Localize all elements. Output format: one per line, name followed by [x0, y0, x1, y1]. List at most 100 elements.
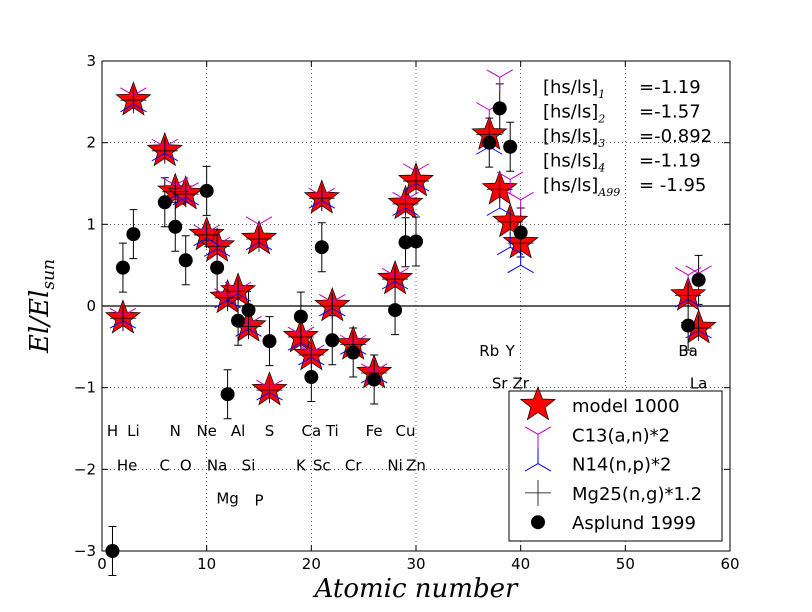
element-label: Cu	[396, 422, 416, 440]
element-label: S	[265, 422, 275, 440]
legend-marker-star	[519, 385, 557, 421]
hs-ls-base: [hs/ls]	[543, 151, 598, 172]
legend-marker-plus	[525, 479, 551, 506]
y-axis-title: El/Elsun	[25, 259, 59, 354]
hs-ls-label: [hs/ls]2	[543, 102, 605, 126]
y-tick-label: 0	[86, 297, 96, 315]
element-label: Ne	[196, 422, 216, 440]
element-label: Si	[242, 456, 256, 474]
y-axis-title-main: El/El	[25, 290, 55, 354]
element-label: Al	[231, 422, 245, 440]
data-point-circle	[231, 313, 246, 328]
element-label: Fe	[366, 422, 383, 440]
data-point-circle	[398, 235, 413, 250]
data-point-circle	[210, 260, 225, 275]
hs-ls-sub: 1	[598, 88, 605, 101]
series-circle	[105, 101, 706, 558]
y-tick-label: 3	[86, 52, 96, 70]
data-point-circle	[199, 183, 214, 198]
data-point-circle	[304, 370, 319, 385]
x-tick-label: 60	[720, 555, 739, 573]
element-label: Sr	[492, 375, 509, 393]
data-point-circle	[388, 303, 403, 318]
x-tick-label: 50	[616, 555, 635, 573]
data-point-plus	[246, 226, 272, 253]
hs-ls-annotations: [hs/ls]1 =-1.19[hs/ls]2 =-1.57[hs/ls]3 =-0.…	[543, 77, 712, 199]
x-axis-title: Atomic number	[313, 574, 519, 604]
data-point-circle	[503, 139, 518, 154]
data-point-plus	[497, 208, 524, 235]
hs-ls-label: [hs/ls]4	[543, 151, 605, 175]
element-label: K	[296, 456, 307, 474]
data-point-plus	[172, 181, 199, 208]
data-point-plus	[162, 178, 189, 205]
element-label: Ni	[387, 456, 402, 474]
hs-ls-label: [hs/ls]1	[543, 77, 605, 101]
data-point-circle	[409, 234, 423, 249]
data-point-circle	[367, 372, 382, 387]
element-label: He	[117, 456, 138, 474]
data-point-tri_down	[486, 69, 513, 93]
data-point-plus	[109, 305, 136, 332]
data-point-circle	[513, 225, 528, 240]
element-label: Rb	[479, 342, 499, 360]
hs-ls-sub: A99	[597, 186, 620, 199]
data-point-plus	[392, 190, 419, 217]
y-tick-label: −1	[74, 379, 96, 397]
series-plus	[109, 87, 712, 404]
data-point-circle	[325, 333, 340, 348]
x-tick-label: 40	[511, 555, 530, 573]
data-point-plus	[486, 176, 513, 203]
element-label: Cr	[345, 456, 362, 474]
data-point-tri_down	[507, 191, 534, 215]
data-point-circle	[168, 219, 183, 234]
hs-ls-sub: 3	[598, 137, 605, 150]
data-point-plus	[225, 278, 252, 305]
hs-ls-sub: 2	[597, 113, 605, 126]
hs-ls-base: [hs/ls]	[543, 175, 598, 196]
hs-ls-base: [hs/ls]	[543, 77, 598, 98]
data-point-plus	[214, 284, 241, 311]
data-point-plus	[382, 266, 409, 293]
data-point-plus	[675, 282, 702, 309]
data-point-plus	[193, 221, 220, 248]
element-label: Ti	[325, 422, 339, 440]
data-point-plus	[403, 168, 429, 195]
data-point-circle	[346, 345, 361, 360]
hs-ls-value: =-1.57	[639, 102, 701, 123]
data-point-circle	[482, 135, 497, 150]
data-point-circle	[157, 195, 172, 210]
data-point-plus	[287, 324, 314, 351]
element-label: Na	[207, 456, 227, 474]
axis-ticks: 0 10 20 30 40 50 60 −3 −2 −1 0 1 2 3	[74, 52, 740, 573]
y-tick-label: 1	[86, 215, 96, 233]
data-point-circle	[262, 334, 277, 349]
legend-label: model 1000	[572, 396, 680, 417]
element-label: H	[107, 422, 118, 440]
hs-ls-value: =-1.19	[639, 151, 701, 172]
data-point-circle	[126, 227, 141, 242]
series-layer	[104, 69, 717, 558]
data-point-plus	[319, 293, 346, 319]
element-label: Y	[505, 342, 516, 360]
y-tick-label: −2	[74, 460, 96, 478]
hs-ls-sub: 4	[597, 162, 605, 175]
x-tick-label: 30	[406, 555, 425, 573]
x-tick-label: 20	[302, 555, 321, 573]
y-tick-label: −3	[74, 542, 96, 560]
y-tick-label: 2	[86, 134, 96, 152]
data-point-circle	[178, 253, 193, 268]
legend-marker-tri_up	[524, 448, 552, 472]
legend-marker-tri_down	[524, 426, 552, 450]
data-point-circle	[220, 387, 235, 402]
element-label: C	[160, 456, 170, 474]
data-point-circle	[293, 309, 308, 324]
legend-label: Mg25(n,g)*1.2	[572, 484, 702, 505]
hs-ls-label: [hs/ls]A99	[543, 175, 620, 199]
data-point-circle	[115, 260, 130, 275]
y-axis-title-sub: sun	[39, 259, 59, 290]
data-point-circle	[241, 303, 256, 318]
hs-ls-value: =-1.19	[639, 77, 701, 98]
